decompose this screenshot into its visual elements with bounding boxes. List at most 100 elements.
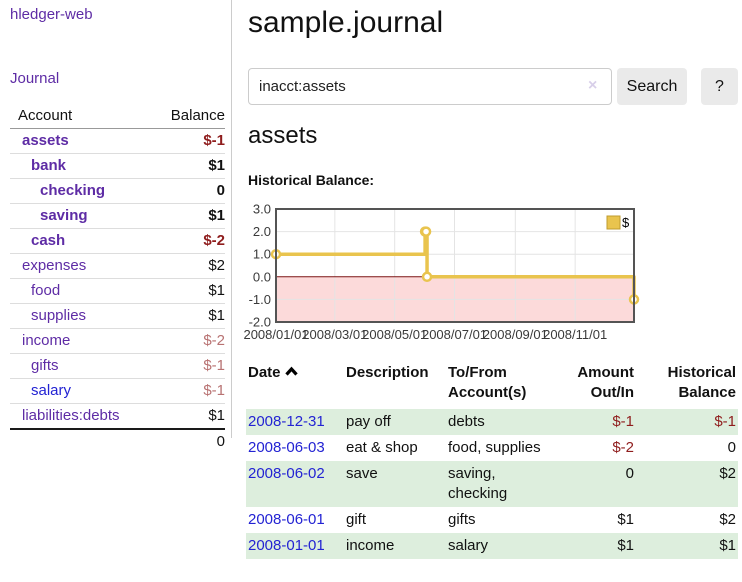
account-link-salary[interactable]: salary [31, 382, 72, 399]
app-title-link[interactable]: hledger-web [10, 6, 93, 23]
register-row: 2008-01-01 income salary $1 $1 [246, 533, 738, 559]
account-row: gifts $-1 [10, 353, 225, 379]
account-row: bank $1 [10, 153, 225, 179]
account-balance: $1 [147, 303, 225, 329]
account-link-saving[interactable]: saving [40, 207, 88, 224]
account-link-checking[interactable]: checking [40, 182, 106, 199]
account-balance: $-2 [147, 228, 225, 254]
account-link-bank[interactable]: bank [31, 157, 67, 174]
transaction-description: eat & shop [346, 439, 418, 456]
transaction-amount: $-2 [612, 439, 634, 456]
account-row: food $1 [10, 278, 225, 304]
transaction-date[interactable]: 2008-01-01 [246, 533, 344, 559]
account-link-income[interactable]: income [22, 332, 71, 349]
account-row: assets $-1 [10, 128, 225, 154]
search-input[interactable] [248, 68, 612, 105]
transaction-balance: $-1 [714, 413, 736, 430]
data-point-marker [420, 226, 432, 237]
account-link-expenses[interactable]: expenses [22, 257, 87, 274]
x-axis-tick-label: 2008/11/01 [543, 327, 607, 342]
accounts-total-value: 0 [216, 433, 225, 450]
transaction-accounts: debts [448, 413, 485, 430]
transaction-date-link[interactable]: 2008-06-02 [248, 465, 325, 482]
account-balance: $1 [147, 153, 225, 179]
transaction-date-link[interactable]: 2008-06-01 [248, 511, 325, 528]
transaction-description: gift [346, 511, 367, 528]
sort-ascending-icon [284, 363, 299, 383]
transaction-amount: $1 [617, 537, 634, 554]
transaction-description: save [346, 465, 378, 482]
transaction-accounts: salary [448, 537, 489, 554]
account-balance: $1 [147, 403, 225, 430]
plot-border [275, 208, 635, 323]
account-row: liabilities:debts $1 [10, 403, 225, 430]
account-link-liabilities-debts[interactable]: liabilities:debts [22, 407, 120, 424]
transaction-balance: 0 [727, 439, 736, 456]
x-axis-tick-label: 2008/01/01 [243, 327, 308, 342]
x-axis-tick-label: 2008/09/01 [483, 327, 548, 342]
account-link-supplies[interactable]: supplies [31, 307, 87, 324]
accounts-header-balance: Balance [147, 104, 225, 129]
page-title: sample.journal [248, 6, 444, 39]
account-row: expenses $2 [10, 253, 225, 279]
register-header-amount: Amount Out/In [577, 364, 634, 401]
transaction-balance: $1 [719, 537, 736, 554]
y-axis-tick-label: 1.0 [253, 247, 271, 262]
account-balance: $2 [147, 253, 225, 279]
transaction-date[interactable]: 2008-06-03 [246, 435, 344, 461]
account-row: salary $-1 [10, 378, 225, 404]
accounts-table: Account Balance assets $-1 bank $1 checking 0… [10, 104, 225, 453]
accounts-header-account: Account [10, 104, 148, 129]
account-balance: $-1 [147, 128, 225, 154]
transaction-date[interactable]: 2008-12-31 [246, 409, 344, 435]
transaction-date-link[interactable]: 2008-12-31 [248, 413, 325, 430]
historical-balance-chart: 3.0 2.0 1.0 0.0 -1.0 -2.02008/01/012008/03/01… [243, 202, 640, 342]
transaction-accounts: gifts [448, 511, 476, 528]
clear-search-icon[interactable]: × [588, 77, 598, 94]
transaction-amount: $1 [617, 511, 634, 528]
y-axis-tick-label: 3.0 [253, 202, 271, 217]
transaction-balance: $2 [719, 511, 736, 528]
transaction-date[interactable]: 2008-06-01 [246, 507, 344, 533]
register-header-description: Description [346, 364, 429, 381]
search-form: × Search ? [248, 68, 742, 105]
account-row: saving $1 [10, 203, 225, 229]
account-balance: 0 [147, 178, 225, 204]
y-axis-tick-label: -2.0 [249, 315, 271, 330]
search-button[interactable]: Search [617, 68, 687, 105]
transaction-description: pay off [346, 413, 391, 430]
account-link-assets[interactable]: assets [22, 132, 69, 149]
register-row: 2008-06-01 gift gifts $1 $2 [246, 507, 738, 533]
data-point-marker [421, 271, 433, 283]
register-tbody: 2008-12-31 pay off debts $-1 $-1 2008-06-03 ea… [246, 409, 738, 559]
account-link-gifts[interactable]: gifts [31, 357, 59, 374]
x-axis-tick-label: 2008/07/01 [422, 327, 487, 342]
account-balance: $-1 [147, 353, 225, 379]
transaction-accounts: saving, checking [448, 465, 508, 502]
transaction-accounts: food, supplies [448, 439, 541, 456]
account-balance: $1 [147, 203, 225, 229]
transaction-date-link[interactable]: 2008-01-01 [248, 537, 325, 554]
y-axis-tick-label: 2.0 [253, 224, 271, 239]
sidebar-item-journal[interactable]: Journal [10, 70, 60, 87]
register-header-date[interactable]: Date [246, 361, 344, 409]
x-axis-tick-label: 2008/03/01 [302, 327, 367, 342]
account-row: checking 0 [10, 178, 225, 204]
y-axis-tick-label: -1.0 [249, 292, 271, 307]
account-balance: $-2 [147, 328, 225, 354]
register-header-account: To/From Account(s) [448, 364, 527, 401]
transaction-date-link[interactable]: 2008-06-03 [248, 439, 325, 456]
account-row: cash $-2 [10, 228, 225, 254]
account-link-cash[interactable]: cash [31, 232, 66, 249]
x-axis-tick-label: 2008/05/01 [362, 327, 427, 342]
transaction-description: income [346, 537, 395, 554]
transaction-date[interactable]: 2008-06-02 [246, 461, 344, 507]
account-link-food[interactable]: food [31, 282, 61, 299]
sidebar: hledger-web Journal Account Balance asse… [0, 0, 232, 450]
chart-title: Historical Balance: [248, 172, 375, 188]
register-row: 2008-06-03 eat & shop food, supplies $-2 0 [246, 435, 738, 461]
account-balance: $1 [147, 278, 225, 304]
transaction-balance: $2 [719, 465, 736, 482]
register-row: 2008-06-02 save saving, checking 0 $2 [246, 461, 738, 507]
help-button[interactable]: ? [701, 68, 738, 105]
